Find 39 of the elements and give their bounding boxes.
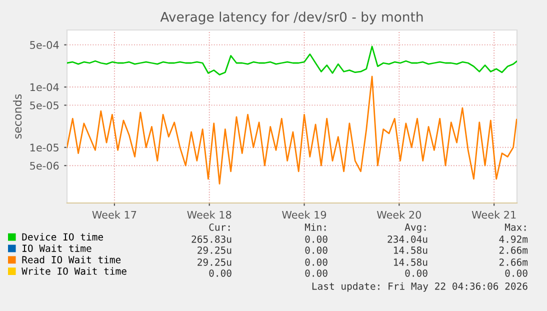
y-tick-label: 1e-04: [30, 83, 59, 92]
legend-label: Write IO Wait time: [22, 267, 126, 275]
x-tick-label: Week 19: [282, 210, 326, 219]
text: 0.00: [505, 269, 528, 277]
text: 0.00: [305, 269, 328, 277]
text: Cur:: [209, 223, 230, 231]
x-tick-label: Week 20: [376, 210, 422, 219]
text: 29.25u: [198, 258, 232, 266]
x-tick-label: Week 17: [92, 210, 136, 219]
y-axis-title: seconds: [13, 94, 22, 139]
text: Last update: Fri May 22 04:36:06 2026: [312, 282, 528, 292]
y-tick-label: 5e-06: [30, 162, 59, 170]
line-series: [67, 46, 517, 76]
legend-label: IO Wait time: [22, 244, 92, 252]
text: 0.00: [405, 269, 428, 277]
text: 29.25u: [198, 246, 232, 254]
text: 2.66m: [499, 258, 528, 266]
legend-label: Device IO time: [22, 233, 103, 241]
text: 0.00: [305, 258, 328, 266]
text: 14.58u: [394, 258, 428, 266]
text: 265.83u: [192, 235, 232, 243]
text: Min:: [304, 223, 326, 231]
y-tick-label: 5e-04: [30, 41, 59, 49]
text: 14.58u: [394, 246, 428, 254]
y-tick-label: 1e-05: [30, 144, 58, 152]
text: Avg:: [404, 224, 426, 233]
chart-title: Average latency for /dev/sr0 - by month: [160, 12, 423, 24]
x-tick-label: Week 18: [187, 210, 232, 219]
y-tick-label: 5e-05: [30, 101, 58, 110]
text: 2.66m: [499, 246, 528, 254]
text: 0.00: [305, 246, 328, 254]
legend-label: Read IO Wait time: [22, 256, 121, 264]
line-series: [67, 76, 517, 184]
text: 4.92m: [499, 235, 528, 243]
text: 234.04u: [388, 235, 428, 243]
x-tick-label: Week 21: [472, 210, 516, 219]
text: 0.00: [305, 235, 328, 243]
text: 0.00: [209, 269, 232, 277]
text: Max:: [504, 224, 526, 231]
